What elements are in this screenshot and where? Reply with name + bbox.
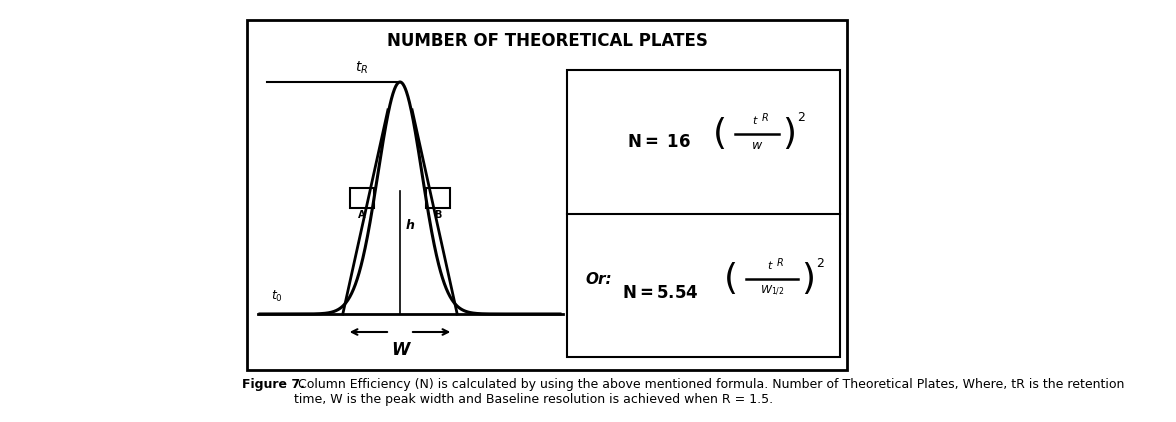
- Text: ): ): [782, 117, 796, 151]
- Text: A: A: [359, 210, 366, 220]
- Bar: [247, 20, 847, 370]
- Text: NUMBER OF THEORETICAL PLATES: NUMBER OF THEORETICAL PLATES: [387, 32, 708, 50]
- Text: $\mathbf{N = 5.54}$: $\mathbf{N = 5.54}$: [622, 284, 699, 302]
- Text: $t_R$: $t_R$: [355, 60, 368, 76]
- Text: w: w: [751, 139, 762, 152]
- Text: W: W: [390, 341, 409, 359]
- Text: Column Efficiency (N) is calculated by using the above mentioned formula. Number: Column Efficiency (N) is calculated by u…: [294, 378, 1124, 406]
- Text: t: t: [751, 116, 756, 126]
- Text: ): ): [801, 262, 815, 296]
- Text: 2: 2: [816, 257, 824, 270]
- Bar: [567, 70, 840, 357]
- Text: h: h: [406, 219, 415, 233]
- Text: Figure 7.: Figure 7.: [242, 378, 305, 391]
- Bar: [426, 188, 450, 208]
- Text: 2: 2: [797, 111, 804, 124]
- Text: t: t: [767, 261, 771, 271]
- Text: (: (: [724, 262, 739, 296]
- Text: R: R: [777, 258, 783, 268]
- Text: R: R: [762, 113, 769, 123]
- Bar: [350, 188, 374, 208]
- Text: Or:: Or:: [584, 272, 612, 287]
- Text: $t_0$: $t_0$: [270, 289, 283, 304]
- Text: (: (: [713, 117, 727, 151]
- Text: $\mathbf{N=\ 16}$: $\mathbf{N=\ 16}$: [627, 133, 691, 151]
- Text: B: B: [434, 210, 442, 220]
- Text: $W_{1/2}$: $W_{1/2}$: [760, 284, 784, 298]
